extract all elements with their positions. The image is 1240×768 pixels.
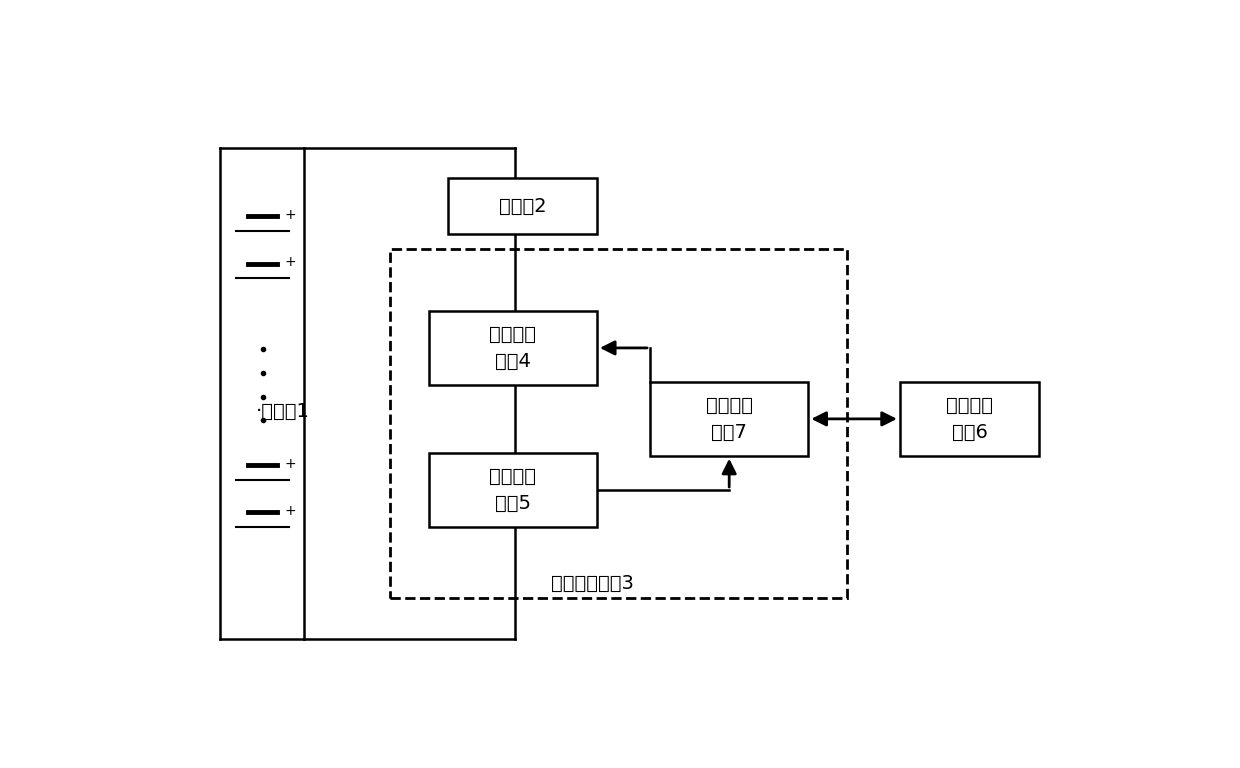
Bar <box>448 178 596 234</box>
Bar <box>391 249 847 598</box>
Text: 功率控制模块3: 功率控制模块3 <box>551 574 634 593</box>
Text: 加热控制
模块7: 加热控制 模块7 <box>706 396 753 442</box>
Text: +: + <box>285 256 296 270</box>
Bar <box>429 453 596 527</box>
Bar <box>900 382 1039 456</box>
Text: 电池管理
系统6: 电池管理 系统6 <box>946 396 993 442</box>
Bar <box>429 311 596 385</box>
Text: 加热片2: 加热片2 <box>498 197 547 216</box>
Text: 电流调整
模块4: 电流调整 模块4 <box>490 325 537 371</box>
Text: +: + <box>285 208 296 222</box>
Bar <box>650 382 808 456</box>
Text: +: + <box>285 456 296 471</box>
Text: 电流采集
模块5: 电流采集 模块5 <box>490 467 537 512</box>
Text: ·电池组1: ·电池组1 <box>255 402 310 421</box>
Text: +: + <box>285 504 296 518</box>
